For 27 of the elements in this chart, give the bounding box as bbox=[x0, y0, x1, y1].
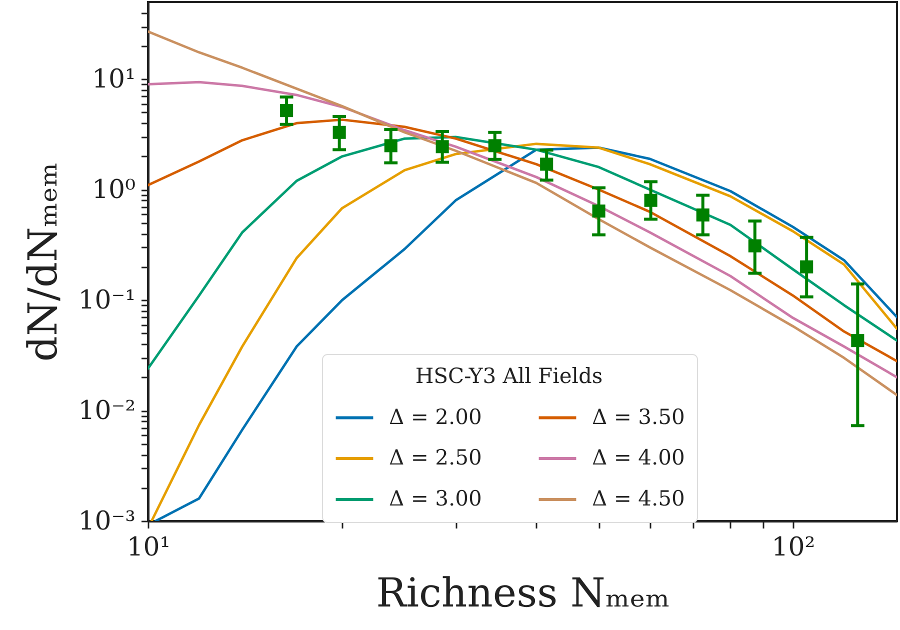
point bbox=[800, 260, 814, 274]
x-tick-label: 10² bbox=[772, 532, 816, 562]
point bbox=[384, 139, 398, 152]
point bbox=[280, 104, 294, 118]
point bbox=[592, 204, 606, 218]
point bbox=[696, 208, 710, 222]
y-axis-title: dN/dNₘₑₘ bbox=[20, 162, 66, 362]
y-tick-label: 10⁻³ bbox=[78, 506, 136, 536]
point bbox=[644, 194, 658, 207]
legend-label: Δ = 2.50 bbox=[389, 446, 482, 470]
point bbox=[332, 126, 346, 139]
y-tick-label: 10⁻² bbox=[78, 396, 136, 426]
point bbox=[748, 239, 762, 252]
point bbox=[540, 158, 554, 171]
legend-label: Δ = 4.00 bbox=[592, 446, 685, 470]
x-axis-title: Richness Nₘₑₘ bbox=[376, 570, 670, 616]
legend-label: Δ = 4.50 bbox=[592, 486, 685, 510]
legend-title: HSC-Y3 All Fields bbox=[415, 364, 603, 388]
legend-label: Δ = 2.00 bbox=[389, 404, 482, 429]
legend-label: Δ = 3.00 bbox=[389, 486, 482, 510]
point bbox=[488, 139, 502, 152]
y-tick-label: 10¹ bbox=[92, 64, 136, 95]
legend-label: Δ = 3.50 bbox=[592, 404, 685, 429]
y-tick-label: 10⁰ bbox=[92, 175, 136, 206]
y-tick-label: 10⁻¹ bbox=[78, 286, 136, 316]
point bbox=[851, 334, 864, 348]
point bbox=[436, 140, 449, 154]
